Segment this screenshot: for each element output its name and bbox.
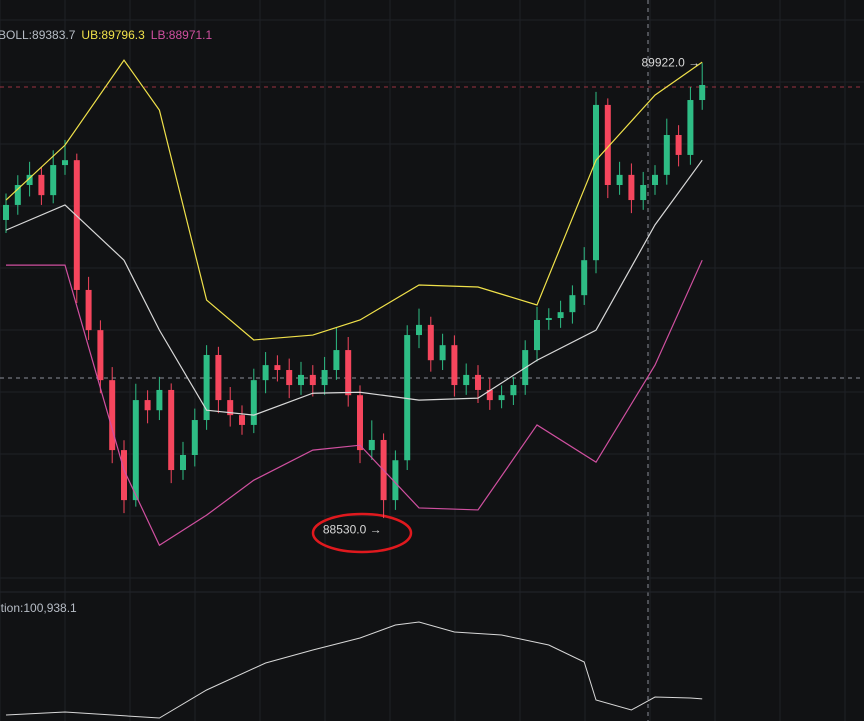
candle-body: [321, 370, 328, 386]
candle-body: [85, 289, 92, 331]
candle-body: [675, 134, 682, 155]
legend-entry: LB:88971.1: [151, 28, 213, 42]
candle-body: [475, 374, 481, 390]
candle-body: [545, 318, 552, 321]
legend-entry: BOLL:89383.7: [0, 28, 76, 42]
candle-body: [498, 395, 505, 401]
candle-body: [652, 174, 658, 186]
candle-body: [262, 365, 269, 381]
candle-body: [62, 160, 68, 166]
candle-body: [50, 165, 57, 196]
annotation: 88530.0 →: [323, 522, 382, 536]
candle-body: [416, 324, 422, 336]
candle-body: [510, 385, 517, 396]
candle-body: [699, 84, 706, 101]
candle-body: [333, 350, 340, 371]
candle-body: [439, 345, 446, 361]
candle-body: [144, 400, 151, 411]
annotation: 89922.0 →: [641, 55, 700, 69]
position-label: ition:100,938.1: [0, 601, 77, 615]
candle-body: [132, 400, 139, 501]
candle-body: [26, 174, 33, 186]
candle-body: [180, 455, 186, 471]
candle-body: [486, 389, 493, 401]
candle-body: [593, 104, 599, 261]
candle-body: [687, 100, 694, 155]
candle-body: [203, 354, 210, 421]
candle-body: [557, 312, 564, 319]
candle-body: [215, 354, 222, 401]
candle-body: [3, 204, 9, 220]
legend-entry: UB:89796.3: [81, 28, 145, 42]
candle-body: [345, 350, 352, 396]
candle-body: [427, 324, 434, 361]
candle-body: [309, 374, 316, 386]
candle-body: [168, 389, 175, 471]
candle-body: [628, 174, 635, 201]
candle-body: [14, 185, 21, 205]
candle-body: [274, 365, 281, 371]
candle-body: [640, 185, 647, 201]
candle-body: [109, 380, 116, 451]
highlight-circle: [311, 512, 413, 554]
candle-body: [616, 174, 623, 186]
candle-body: [73, 160, 80, 290]
candle-body: [227, 400, 234, 416]
candle-body: [534, 320, 540, 351]
band-line: [6, 259, 703, 547]
candle-body: [663, 134, 670, 175]
band-line: [5, 159, 703, 416]
band-line: [5, 59, 703, 341]
candle-body: [451, 345, 458, 386]
candle-body: [404, 335, 411, 461]
candle-body: [286, 370, 293, 386]
candle-body: [239, 415, 245, 425]
candle-body: [581, 260, 588, 296]
candle-body: [97, 330, 104, 381]
candle-body: [357, 395, 363, 451]
candle-body: [156, 389, 163, 411]
position-line: [5, 621, 703, 719]
candle-body: [38, 174, 45, 196]
candle-body: [604, 104, 611, 186]
candle-body: [298, 374, 304, 386]
candle-body: [463, 374, 470, 386]
candle-body: [250, 380, 257, 425]
candle-body: [569, 295, 576, 313]
candle-body: [191, 420, 198, 456]
candle-body: [121, 450, 127, 501]
candle-body: [392, 460, 399, 501]
candle-body: [368, 439, 375, 451]
